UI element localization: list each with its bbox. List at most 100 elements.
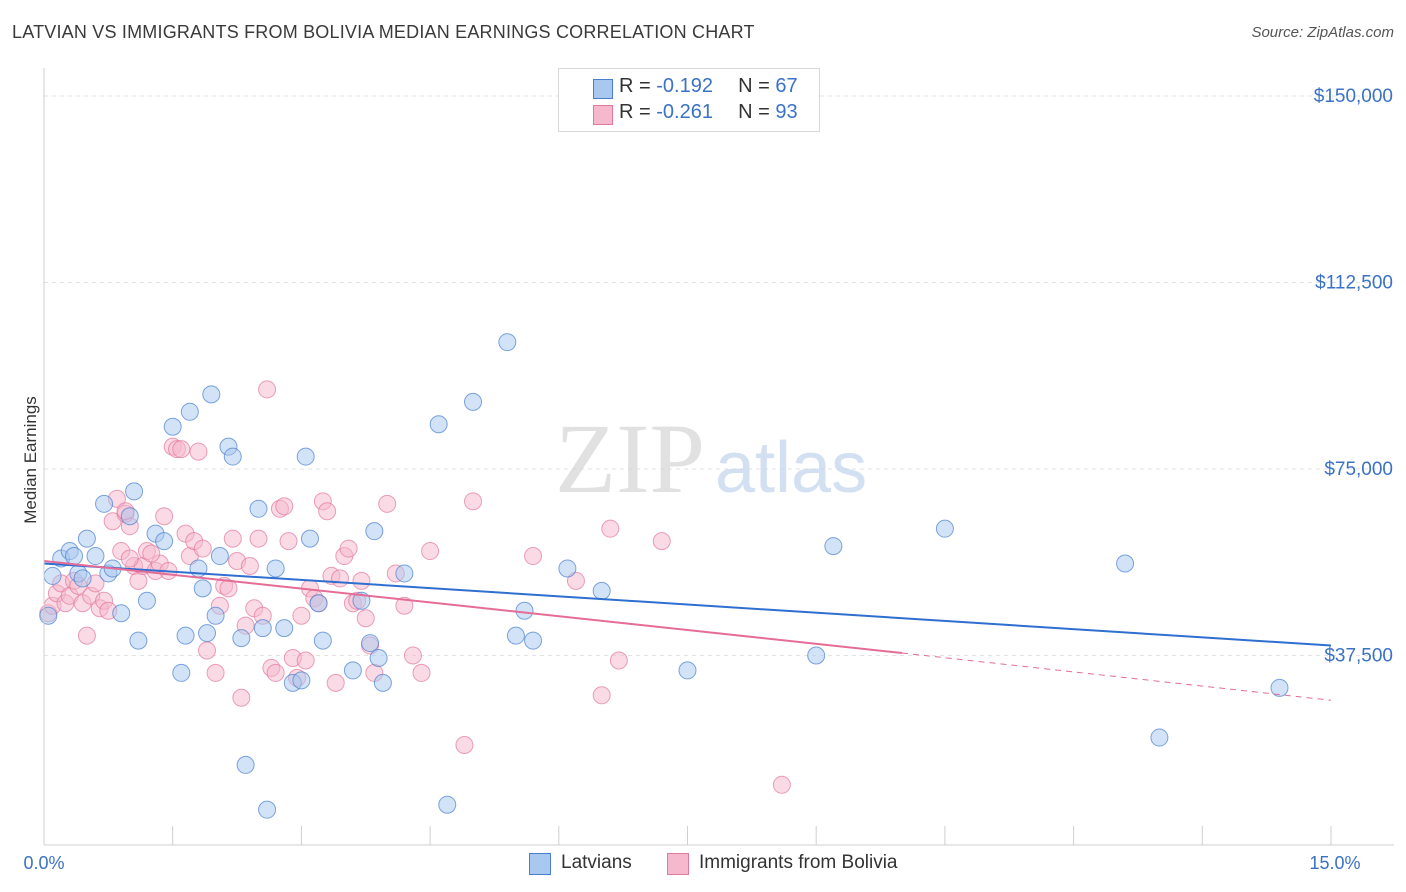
bolivia-point bbox=[129, 571, 148, 590]
bolivia-point bbox=[249, 529, 268, 548]
bolivia-point bbox=[206, 663, 225, 682]
bolivia-point bbox=[352, 571, 371, 590]
latvian-point bbox=[249, 499, 268, 518]
stats-box: R = -0.192 N = 67 R = -0.261 N = 93 bbox=[558, 68, 820, 132]
bolivia-point bbox=[421, 542, 440, 561]
bolivia-trend-extension bbox=[901, 652, 1332, 701]
latvians-trend-line bbox=[43, 562, 1332, 647]
bolivia-point bbox=[232, 688, 251, 707]
latvian-point bbox=[352, 591, 371, 610]
bolivia-point bbox=[566, 571, 585, 590]
latvian-point bbox=[73, 569, 92, 588]
latvian-point bbox=[266, 559, 285, 578]
bolivia-point bbox=[155, 507, 174, 526]
legend-swatch-bolivia bbox=[667, 853, 689, 875]
bolivia-point bbox=[292, 606, 311, 625]
latvian-point bbox=[236, 755, 255, 774]
bolivia-point bbox=[356, 609, 375, 628]
latvian-point bbox=[95, 494, 114, 513]
latvian-point bbox=[193, 579, 212, 598]
y-tick-label: $150,000 bbox=[1314, 86, 1393, 107]
latvian-point bbox=[506, 626, 525, 645]
bolivia-point bbox=[412, 663, 431, 682]
bolivia-point bbox=[464, 492, 482, 511]
bolivia-point bbox=[331, 569, 350, 588]
bolivia-point bbox=[193, 539, 212, 558]
bolivia-point bbox=[772, 775, 791, 794]
bolivia-point bbox=[77, 626, 96, 645]
latvian-point bbox=[524, 631, 543, 650]
r-value: -0.261 bbox=[656, 101, 713, 123]
latvian-point bbox=[438, 795, 457, 814]
y-tick-label: $37,500 bbox=[1324, 646, 1393, 667]
bolivia-point bbox=[609, 651, 628, 670]
source-label: Source: ZipAtlas.com bbox=[1251, 24, 1394, 41]
latvian-point bbox=[498, 333, 517, 352]
latvian-point bbox=[39, 606, 58, 625]
n-value: 93 bbox=[775, 101, 798, 123]
y-tick-label: $112,500 bbox=[1315, 273, 1393, 294]
legend: Latvians Immigrants from Bolivia bbox=[0, 850, 1406, 878]
latvian-point bbox=[343, 661, 362, 680]
axis-layer: $37,500 $75,000 $112,500 $150,000 0.0% 15.0% bbox=[23, 68, 1394, 873]
latvian-point bbox=[86, 547, 105, 566]
stats-row-latvians: R = -0.192 N = 67 bbox=[593, 75, 798, 101]
latvian-point bbox=[43, 566, 62, 585]
trend-layer bbox=[43, 560, 1332, 701]
bolivia-point bbox=[524, 547, 543, 566]
bolivia-point bbox=[223, 529, 242, 548]
r-label: R = bbox=[619, 75, 657, 97]
latvian-point bbox=[1116, 554, 1135, 573]
latvian-point bbox=[253, 619, 272, 638]
legend-swatch-latvians bbox=[529, 853, 551, 875]
latvian-point bbox=[172, 663, 191, 682]
latvian-point bbox=[198, 624, 217, 643]
latvian-point bbox=[807, 646, 826, 665]
latvian-point bbox=[678, 661, 697, 680]
latvian-point bbox=[313, 631, 332, 650]
latvian-point bbox=[300, 529, 319, 548]
latvian-point bbox=[125, 482, 144, 501]
latvian-point bbox=[824, 537, 843, 556]
n-label: N = bbox=[738, 101, 776, 123]
latvian-point bbox=[365, 522, 384, 541]
bolivia-point bbox=[318, 502, 337, 521]
latvian-point bbox=[232, 629, 251, 648]
points-layer bbox=[39, 333, 1289, 819]
latvian-point bbox=[77, 529, 96, 548]
latvian-point bbox=[395, 564, 414, 583]
latvian-point bbox=[1270, 678, 1289, 697]
latvian-point bbox=[429, 415, 448, 434]
y-axis-title: Median Earnings bbox=[21, 396, 40, 524]
latvian-point bbox=[464, 392, 482, 411]
latvian-point bbox=[275, 619, 294, 638]
n-value: 67 bbox=[775, 75, 798, 97]
latvian-point bbox=[373, 673, 392, 692]
stats-row-bolivia: R = -0.261 N = 93 bbox=[593, 101, 798, 127]
latvian-point bbox=[292, 671, 311, 690]
y-tick-label: $75,000 bbox=[1324, 459, 1393, 480]
bolivia-point bbox=[652, 532, 671, 551]
legend-item-bolivia[interactable]: Immigrants from Bolivia bbox=[667, 852, 898, 875]
latvian-point bbox=[206, 606, 225, 625]
watermark-zip: ZIP bbox=[555, 403, 705, 514]
latvian-point bbox=[155, 532, 174, 551]
latvian-point bbox=[65, 547, 84, 566]
legend-item-latvians[interactable]: Latvians bbox=[529, 852, 632, 875]
latvian-point bbox=[558, 559, 577, 578]
latvian-point bbox=[361, 634, 380, 653]
latvians-swatch bbox=[593, 79, 613, 99]
bolivia-point bbox=[120, 549, 139, 568]
bolivia-point bbox=[279, 532, 298, 551]
bolivia-point bbox=[395, 596, 414, 615]
latvian-point bbox=[515, 601, 534, 620]
bolivia-point bbox=[326, 673, 345, 692]
bolivia-point bbox=[189, 442, 208, 461]
latvian-point bbox=[210, 547, 229, 566]
bolivia-point bbox=[403, 646, 422, 665]
r-value: -0.192 bbox=[656, 75, 713, 97]
latvian-point bbox=[176, 626, 195, 645]
bolivia-trend-line bbox=[43, 560, 903, 655]
latvian-point bbox=[120, 507, 139, 526]
